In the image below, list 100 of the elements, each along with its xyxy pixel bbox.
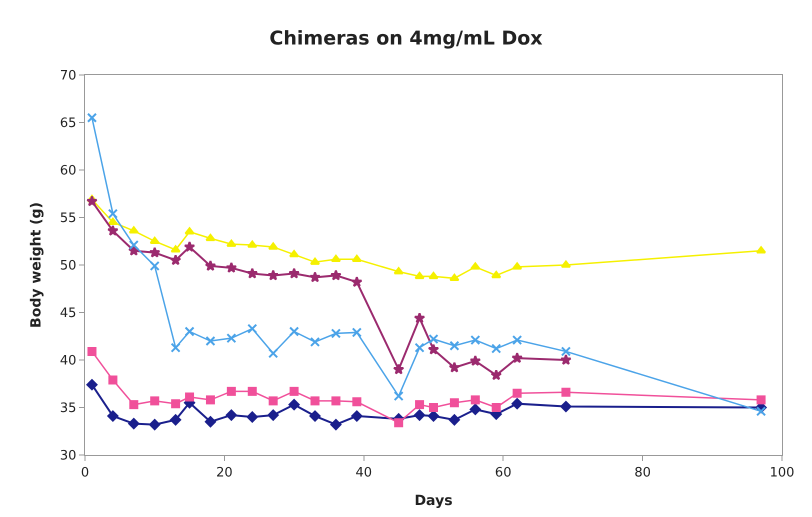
point	[512, 388, 522, 398]
point	[470, 262, 480, 270]
y-axis-title: Body weight (g)	[28, 202, 44, 328]
point	[512, 398, 523, 410]
point	[246, 268, 258, 279]
point	[247, 324, 258, 334]
point	[170, 245, 181, 253]
point	[309, 410, 321, 422]
point	[351, 276, 362, 288]
point	[107, 410, 118, 422]
point	[511, 352, 523, 364]
x-tick-label: 40	[356, 466, 372, 481]
point	[512, 335, 522, 346]
point	[428, 272, 439, 280]
point	[128, 418, 140, 430]
point	[352, 327, 362, 338]
point	[491, 270, 502, 278]
point	[352, 397, 362, 406]
point	[394, 267, 404, 274]
point	[289, 326, 300, 336]
point	[149, 246, 160, 258]
point	[226, 333, 236, 344]
point	[86, 112, 97, 123]
point	[310, 396, 320, 406]
point	[268, 242, 278, 250]
point	[107, 224, 119, 236]
point	[247, 240, 258, 248]
point	[226, 386, 236, 396]
point	[86, 379, 98, 390]
point	[450, 398, 459, 408]
point	[149, 419, 160, 430]
point	[204, 260, 216, 271]
y-tick-label: 70	[60, 68, 76, 84]
point	[108, 218, 118, 225]
point	[86, 195, 98, 206]
point	[309, 271, 321, 282]
y-tick-label: 45	[60, 306, 76, 322]
point	[352, 254, 362, 262]
point	[756, 406, 766, 416]
point	[184, 227, 195, 234]
point	[560, 401, 572, 412]
point	[184, 326, 195, 336]
point	[87, 346, 96, 356]
point	[205, 336, 216, 346]
point	[129, 400, 138, 410]
point	[150, 236, 160, 244]
point	[268, 270, 279, 280]
point	[226, 410, 237, 421]
point	[492, 403, 501, 412]
point	[490, 369, 502, 380]
y-tick-label: 40	[60, 354, 76, 369]
point	[268, 410, 279, 421]
point	[491, 344, 502, 354]
x-axis-title: Days	[414, 492, 453, 509]
x-tick-label: 60	[494, 466, 512, 481]
point	[290, 386, 299, 396]
y-tick-label: 35	[60, 401, 76, 416]
point	[330, 254, 341, 262]
point	[205, 234, 216, 242]
point	[394, 418, 404, 428]
point	[428, 410, 440, 422]
point	[226, 262, 238, 273]
point	[331, 396, 340, 406]
point	[428, 344, 440, 355]
point	[392, 364, 404, 374]
point	[351, 410, 362, 422]
y-tick-label: 55	[60, 211, 76, 226]
x-tick-label: 20	[216, 466, 233, 481]
point	[330, 328, 341, 338]
point	[248, 386, 257, 396]
point	[414, 272, 425, 280]
x-tick-label: 80	[634, 466, 651, 481]
point	[470, 395, 480, 404]
point	[414, 312, 426, 324]
point	[268, 396, 278, 406]
point	[448, 414, 460, 426]
point	[170, 414, 182, 426]
x-tick-label: 100	[770, 466, 794, 481]
point	[150, 260, 160, 271]
point	[560, 354, 572, 365]
point	[449, 340, 460, 351]
point	[171, 399, 180, 408]
point	[512, 262, 522, 270]
point	[288, 399, 300, 410]
point	[470, 404, 481, 415]
point	[170, 342, 181, 353]
point	[206, 395, 215, 404]
point	[470, 335, 480, 346]
point	[246, 411, 258, 423]
point	[184, 241, 196, 252]
point	[150, 396, 160, 406]
point	[428, 334, 438, 344]
point	[330, 419, 342, 430]
point	[170, 254, 182, 266]
point	[414, 342, 425, 353]
point	[448, 362, 460, 373]
x-tick-label: 0	[80, 466, 90, 481]
point	[226, 240, 236, 247]
point	[288, 268, 300, 279]
point	[560, 260, 571, 268]
